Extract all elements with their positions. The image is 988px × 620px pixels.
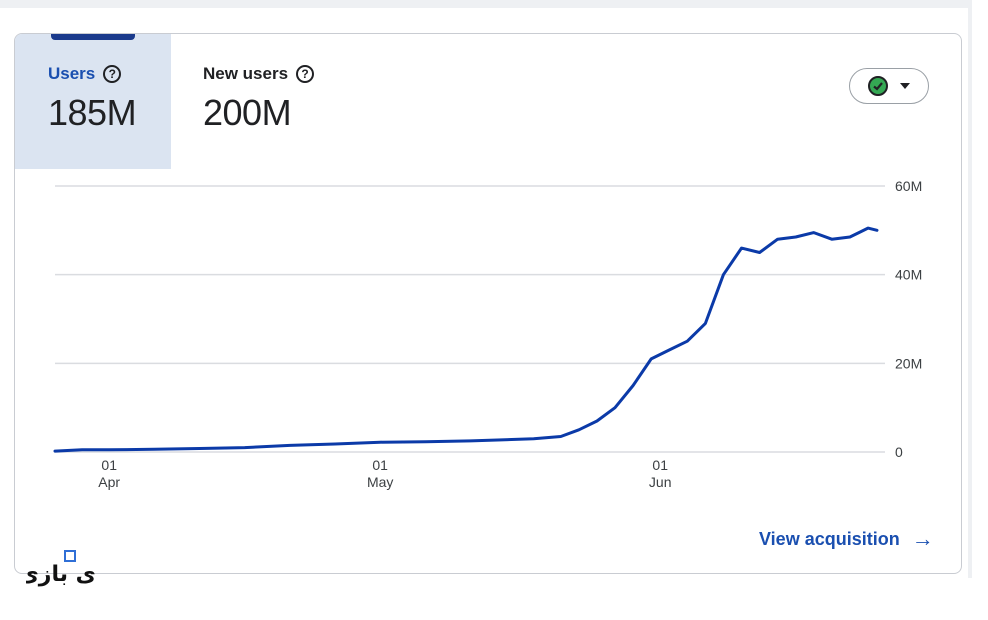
- top-strip: [0, 0, 972, 8]
- metric-label-users: Users: [48, 64, 96, 83]
- view-acquisition-link[interactable]: View acquisition →: [759, 528, 934, 550]
- y-tick-label: 40M: [895, 267, 922, 283]
- metric-new-users[interactable]: New users ? 200M: [203, 64, 315, 134]
- help-circle-icon[interactable]: ?: [296, 65, 315, 83]
- x-tick-day: 01: [372, 457, 388, 473]
- y-tick-label: 0: [895, 444, 903, 460]
- metric-value-new-users: 200M: [203, 92, 292, 133]
- caret-down-icon: [900, 83, 910, 89]
- metric-users[interactable]: Users ? 185M: [48, 64, 137, 134]
- x-tick-day: 01: [652, 457, 668, 473]
- tab-indicator: [51, 34, 135, 40]
- help-circle-icon[interactable]: ?: [103, 65, 122, 83]
- tab-users-active-bg[interactable]: [15, 34, 171, 169]
- arrow-right-icon: →: [911, 526, 934, 551]
- metric-card: Users ? 185M New users ? 200M 0 20M 40M 60M…: [14, 33, 962, 574]
- svg-text:ای بازی: ای بازی: [26, 562, 96, 587]
- metric-value-users: 185M: [48, 92, 137, 133]
- check-circle-icon: [868, 76, 888, 96]
- series-line-users: [53, 226, 879, 453]
- compare-dropdown-button[interactable]: [849, 68, 929, 104]
- watermark-logo: ای بازی: [26, 550, 96, 587]
- metric-label-new-users: New users: [203, 64, 289, 83]
- view-acquisition-label: View acquisition: [759, 528, 900, 549]
- right-edge: [968, 0, 972, 578]
- x-tick-day: 01: [101, 457, 117, 473]
- x-tick-month: Apr: [98, 474, 120, 490]
- x-tick-month: Jun: [649, 474, 672, 490]
- x-tick-month: May: [367, 474, 393, 490]
- y-tick-label: 20M: [895, 355, 922, 371]
- y-tick-label: 60M: [895, 178, 922, 194]
